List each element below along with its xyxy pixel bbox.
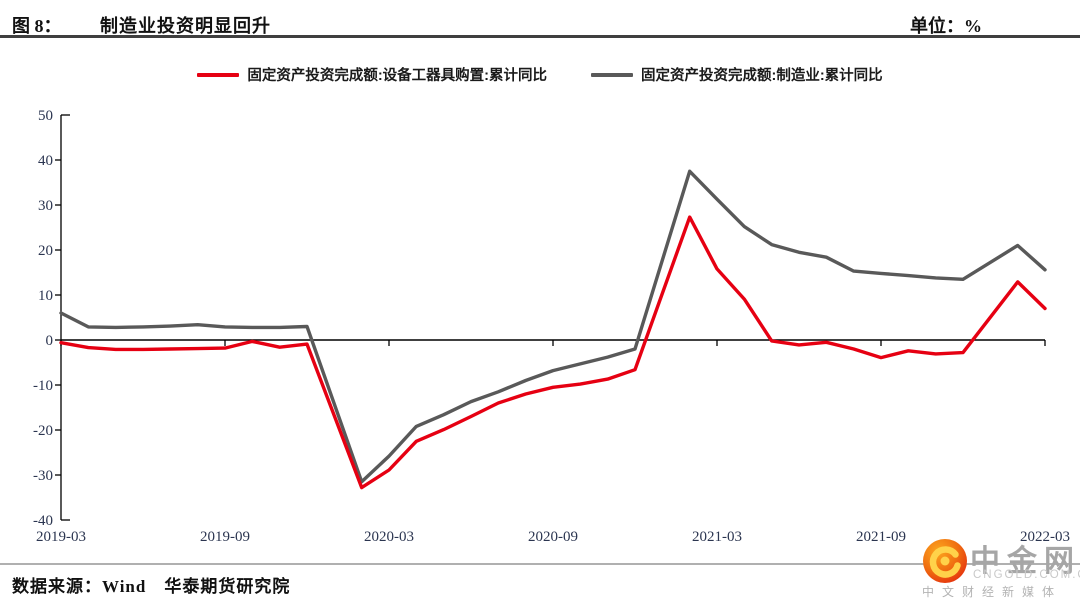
footer-divider <box>0 563 1080 565</box>
figure-title: 制造业投资明显回升 <box>100 16 271 36</box>
logo-tagline: 中文财经新媒体 <box>922 585 1063 599</box>
svg-text:-20: -20 <box>33 423 53 439</box>
cngold-logo: 中金网 CNGOLD.COM.CN 中文财经新媒体 <box>920 536 1080 606</box>
svg-text:2020-03: 2020-03 <box>364 529 414 545</box>
legend-item-equipment: 固定资产投资完成额:设备工器具购置:累计同比 <box>197 64 547 85</box>
logo-domain: CNGOLD.COM.CN <box>973 569 1080 581</box>
series-line <box>59 215 1047 490</box>
data-source-text: 数据来源：Wind 华泰期货研究院 <box>12 577 291 596</box>
svg-text:40: 40 <box>38 153 53 169</box>
svg-text:2021-03: 2021-03 <box>692 529 742 545</box>
logo-swirl <box>929 546 961 578</box>
svg-text:2019-09: 2019-09 <box>200 529 250 545</box>
svg-text:2019-03: 2019-03 <box>36 529 86 545</box>
svg-text:0: 0 <box>46 333 54 349</box>
legend-label-manufacturing: 固定资产投资完成额:制造业:累计同比 <box>641 68 883 84</box>
svg-text:-10: -10 <box>33 378 53 394</box>
logo-name: 中金网 <box>970 545 1080 578</box>
svg-text:-40: -40 <box>33 513 53 529</box>
svg-text:10: 10 <box>38 288 53 304</box>
logo-swirl-dot <box>940 556 950 566</box>
svg-text:-30: -30 <box>33 468 53 484</box>
svg-text:20: 20 <box>38 243 53 259</box>
svg-text:2021-09: 2021-09 <box>856 529 906 545</box>
svg-text:2020-09: 2020-09 <box>528 529 578 545</box>
legend-swatch-red-line <box>197 72 240 77</box>
svg-text:30: 30 <box>38 198 53 214</box>
figure-number: 图 8： <box>12 16 62 36</box>
legend-swatch-gray-line <box>591 72 633 77</box>
x-axis: 2019-03 2019-09 2020-03 2020-09 2021-03 2021-… <box>36 339 1070 545</box>
legend-label-equipment: 固定资产投资完成额:设备工器具购置:累计同比 <box>247 68 547 84</box>
header-divider <box>0 35 1080 38</box>
series-line <box>59 169 1047 484</box>
figure-header: 图 8： 制造业投资明显回升 单位：% <box>0 10 1080 36</box>
svg-text:50: 50 <box>38 108 53 124</box>
svg-text:2022-03: 2022-03 <box>1020 529 1070 545</box>
chart-legend: 固定资产投资完成额:设备工器具购置:累计同比 固定资产投资完成额:制造业:累计同… <box>0 64 1080 85</box>
legend-item-manufacturing: 固定资产投资完成额:制造业:累计同比 <box>591 64 883 85</box>
unit-label: 单位：% <box>910 16 982 36</box>
cngold-logo-icon <box>923 539 967 583</box>
series-lines <box>59 169 1047 490</box>
y-axis: 50 40 30 20 10 0 -10 -20 -30 -40 <box>33 108 70 529</box>
